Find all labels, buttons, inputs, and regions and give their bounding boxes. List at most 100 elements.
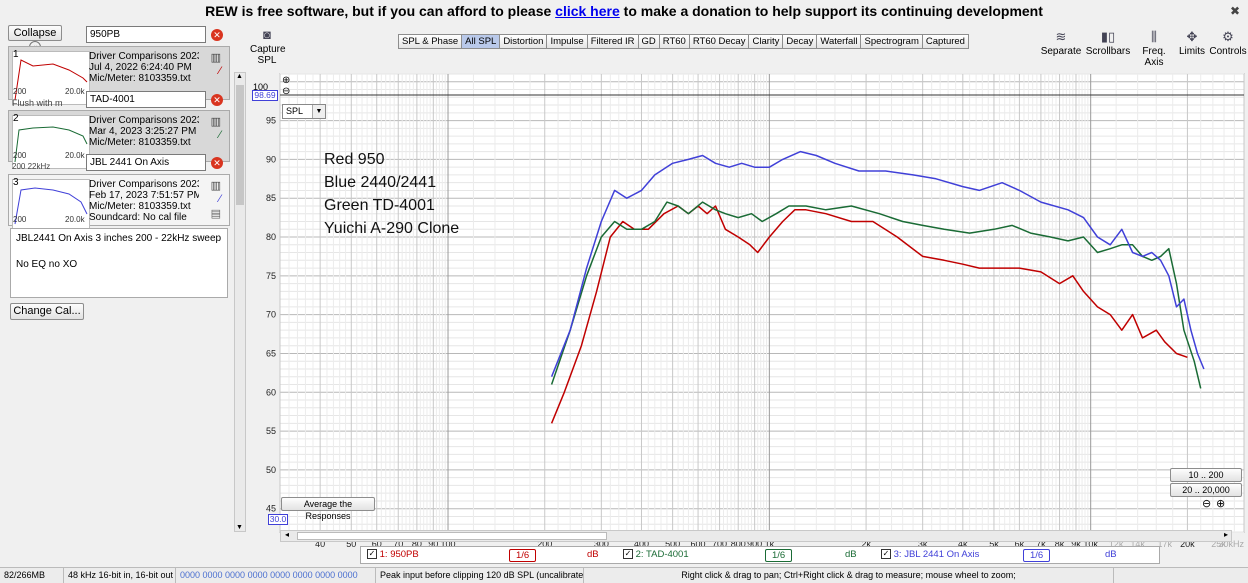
legend-smoothing-2[interactable]: 1/6: [765, 549, 793, 562]
scrollbars-label: Scrollbars: [1085, 46, 1131, 57]
legend-smoothing-3[interactable]: 1/6: [1023, 549, 1051, 562]
x-tick-label: 800: [731, 539, 746, 549]
series-line-3: [550, 150, 1205, 377]
tab-spectrogram[interactable]: Spectrogram: [860, 34, 923, 49]
x-tick-label: 7k: [1036, 539, 1046, 549]
horizontal-scrollbar[interactable]: ◂ ▸: [280, 530, 1232, 542]
legend-label-1: 1: 950PB: [379, 549, 419, 560]
thumb-tick-low-2: 200: [13, 151, 27, 160]
notes-line-2: No EQ no XO: [16, 259, 78, 270]
legend-item-1[interactable]: ✓ 1: 950PB: [367, 549, 419, 560]
horizontal-scrollbar-thumb[interactable]: [297, 532, 607, 540]
measurement-card-2[interactable]: 2 200 20.0k Driver Comparisons 20230330.…: [8, 110, 230, 169]
measurements-panel: Collapse « 950PB ✕ 1 200 20.0k Driver Co…: [0, 22, 248, 567]
tab-waterfall[interactable]: Waterfall: [816, 34, 862, 49]
zoom-out-icon[interactable]: ⊖: [282, 86, 291, 97]
average-responses-button[interactable]: Average the Responses: [281, 497, 375, 521]
tab-filtered-ir[interactable]: Filtered IR: [586, 34, 639, 49]
tab-clarity[interactable]: Clarity: [748, 34, 784, 49]
measurement-number-1: 1: [13, 49, 19, 60]
tab-captured[interactable]: Captured: [921, 34, 969, 49]
legend-smoothing-1[interactable]: 1/6: [509, 549, 537, 562]
scroll-up-icon[interactable]: ▲: [236, 73, 243, 80]
capture-label: Capture: [250, 44, 286, 55]
legend-checkbox-3[interactable]: ✓: [881, 549, 891, 560]
zoom-in-x-icon[interactable]: ⊕: [1216, 498, 1226, 510]
x-tick-label: 8k: [1055, 539, 1065, 549]
donation-link[interactable]: click here: [555, 3, 620, 19]
scroll-left-icon[interactable]: ◂: [285, 530, 290, 539]
x-tick-label: 25k: [1211, 539, 1226, 549]
measurement-name-field-2[interactable]: TAD-4001: [86, 91, 206, 108]
y-axis-labels: 45 50 55 60 65 70 75 80 85 90 95: [266, 116, 276, 514]
x-axis-labels: 40 50 60 70 80 90 100 200 300 400 500 600 700 800 900 1…: [315, 539, 1244, 549]
legend-item-3[interactable]: ✓ 3: JBL 2441 On Axis: [881, 549, 979, 560]
zoom-in-icon[interactable]: ⊕: [282, 75, 291, 86]
tab-decay[interactable]: Decay: [782, 34, 818, 49]
measurement-name-field-1[interactable]: 950PB: [86, 26, 206, 43]
capture-button[interactable]: ◙ Capture SPL: [250, 28, 286, 67]
scrollbars-button[interactable]: ▮▯ Scrollbars: [1084, 30, 1132, 58]
y-tick-label: 65: [266, 348, 276, 358]
range-button-full[interactable]: 20 .. 20,000: [1170, 483, 1242, 497]
graph-area: ◙ Capture SPL SPL & Phase All SPL Distorti…: [248, 22, 1248, 567]
color-pen-icon-3[interactable]: ⁄: [219, 193, 221, 205]
x-tick-label: 100: [441, 539, 456, 549]
measurement-source-3: Driver Comparisons 20230330.r: [89, 179, 199, 190]
tab-distortion[interactable]: Distortion: [499, 34, 548, 49]
x-tick-label: 60: [372, 539, 382, 549]
legend-label-3: 3: JBL 2441 On Axis: [893, 549, 980, 560]
series-line-1: [550, 205, 1188, 424]
document-icon-3[interactable]: ▤: [210, 208, 221, 220]
x-tick-label: 17k: [1157, 539, 1172, 549]
measurement-name-field-3[interactable]: JBL 2441 On Axis: [86, 154, 206, 171]
x-start-box[interactable]: 30.0: [268, 514, 288, 525]
y-tick-label: 60: [266, 387, 276, 397]
freq-axis-button[interactable]: ⫼ Freq. Axis: [1132, 29, 1176, 69]
graph-canvas[interactable]: [279, 73, 1245, 533]
x-tick-label: 2k: [861, 539, 871, 549]
limits-icon: ✥: [1186, 29, 1198, 44]
notes-line-1: JBL2441 On Axis 3 inches 200 - 22kHz swe…: [16, 233, 222, 244]
y-tick-label: 70: [266, 310, 276, 320]
limits-button[interactable]: ✥ Limits: [1176, 29, 1208, 58]
measurement-notes[interactable]: JBL2441 On Axis 3 inches 200 - 22kHz swe…: [10, 228, 228, 298]
zoom-out-x-icon[interactable]: ⊖: [1202, 498, 1212, 510]
legend-checkbox-1[interactable]: ✓: [367, 549, 377, 560]
remove-measurement-icon-3[interactable]: ✕: [211, 157, 223, 169]
limits-label: Limits: [1178, 46, 1206, 57]
panel-scrollbar-thumb[interactable]: [236, 85, 244, 205]
panel-scrollbar[interactable]: ▲ ▼: [234, 72, 246, 532]
color-pen-icon-1[interactable]: ⁄: [219, 65, 221, 77]
chart-icon-2[interactable]: ▥: [210, 116, 221, 128]
scroll-down-icon[interactable]: ▼: [236, 524, 243, 531]
controls-button[interactable]: ⚙ Controls: [1209, 30, 1247, 58]
chart-icon-3[interactable]: ▥: [210, 180, 221, 192]
freq-axis-icon: ⫼: [1151, 29, 1157, 44]
measurement-date-2: Mar 4, 2023 3:25:27 PM: [89, 126, 197, 137]
x-tick-label: 700: [712, 539, 727, 549]
remove-measurement-icon-2[interactable]: ✕: [211, 94, 223, 106]
separate-button[interactable]: ≋ Separate: [1038, 29, 1084, 58]
measurement-card-3[interactable]: 3 200 20.0k Driver Comparisons 20230330.…: [8, 174, 230, 233]
mode-select[interactable]: SPL ▼: [282, 104, 326, 119]
close-icon[interactable]: ✖: [1229, 4, 1240, 18]
measurement-date-1: Jul 4, 2022 6:24:40 PM: [89, 62, 192, 73]
controls-label: Controls: [1209, 46, 1247, 57]
x-tick-label: 900: [747, 539, 762, 549]
status-format: 48 kHz 16-bit in, 16-bit out: [64, 568, 176, 583]
y-tick-label: 55: [266, 426, 276, 436]
collapse-button[interactable]: Collapse «: [8, 25, 62, 53]
chart-icon-1[interactable]: ▥: [210, 52, 221, 64]
range-button-low[interactable]: 10 .. 200: [1170, 468, 1242, 482]
x-tick-label: 6k: [1015, 539, 1025, 549]
remove-measurement-icon-1[interactable]: ✕: [211, 29, 223, 41]
scroll-right-icon[interactable]: ▸: [1223, 530, 1228, 539]
y-tick-label: 95: [266, 116, 276, 126]
separate-icon: ≋: [1055, 29, 1067, 44]
legend-item-2[interactable]: ✓ 2: TAD-4001: [623, 549, 689, 560]
change-cal-button[interactable]: Change Cal...: [10, 303, 84, 320]
legend-checkbox-2[interactable]: ✓: [623, 549, 633, 560]
color-pen-icon-2[interactable]: ⁄: [219, 129, 221, 141]
